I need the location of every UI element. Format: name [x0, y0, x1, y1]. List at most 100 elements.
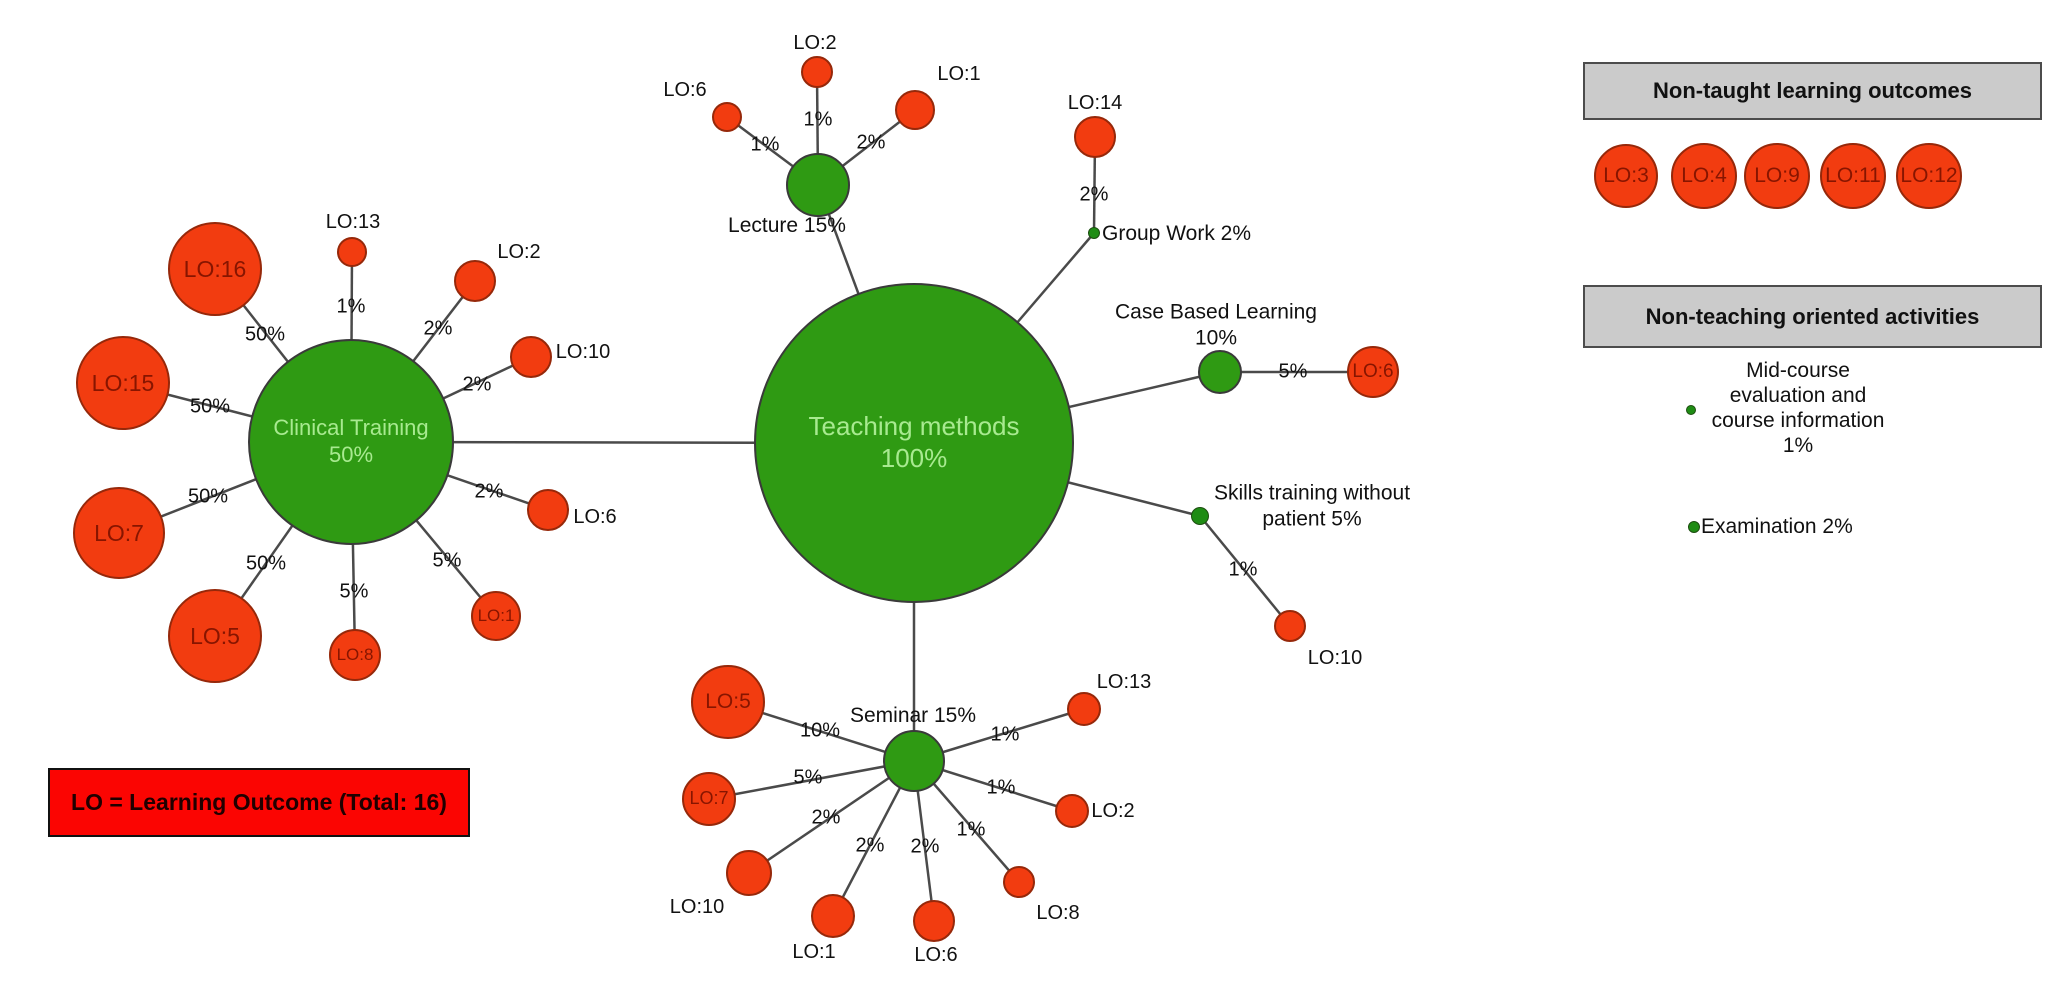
- node-cl-lo13: [337, 237, 367, 267]
- edge-label-seminar-sem-lo1: 2%: [855, 834, 885, 857]
- node-exam-dot: [1688, 521, 1700, 533]
- edge-skills-sk-lo10: [1199, 515, 1291, 627]
- node-cl-lo10: [510, 336, 552, 378]
- edge-label-seminar-sem-lo6: 2%: [910, 835, 940, 858]
- edge-label-seminar-sem-lo10: 2%: [811, 806, 841, 829]
- examination-item-label: Examination 2%: [1701, 515, 1853, 538]
- node-nt-lo4: LO:4: [1671, 143, 1737, 209]
- edge-label-skills-sk-lo10: 1%: [1228, 558, 1258, 581]
- label-lo-6: LO:6: [914, 943, 958, 966]
- edge-label-clinical-cl-lo6: 2%: [474, 480, 504, 503]
- edge-label-seminar-sem-lo2: 1%: [986, 776, 1016, 799]
- node-nt-lo9: LO:9: [1744, 143, 1810, 209]
- node-lec-lo2: [801, 56, 833, 88]
- node-groupwork: [1088, 227, 1100, 239]
- node-sem-lo10: [726, 850, 772, 896]
- lo-definition-text: LO = Learning Outcome (Total: 16): [71, 789, 447, 815]
- node-clinical: Clinical Training 50%: [248, 339, 454, 545]
- edge-label-clinical-cl-lo10: 2%: [462, 373, 492, 396]
- edge-label-seminar-sem-lo13: 1%: [990, 723, 1020, 746]
- edge-label-seminar-sem-lo5: 10%: [799, 719, 841, 742]
- node-cl-lo16: LO:16: [168, 222, 262, 316]
- edge-seminar-sem-lo7: [708, 759, 915, 801]
- label-seminar-15: Seminar 15%: [849, 704, 977, 728]
- node-lec-lo1: [895, 90, 935, 130]
- label-lo-2: LO:2: [793, 31, 837, 54]
- label-lo-14: LO:14: [1067, 91, 1123, 114]
- label-case-based-learning-10: Case Based Learning 10%: [1115, 300, 1317, 349]
- node-nt-lo11: LO:11: [1820, 143, 1886, 209]
- edge-label-seminar-sem-lo8: 1%: [956, 818, 986, 841]
- node-teaching: Teaching methods 100%: [754, 283, 1074, 603]
- label-group-work-2: Group Work 2%: [1102, 222, 1251, 246]
- label-lo-10: LO:10: [669, 895, 725, 918]
- label-lo-10: LO:10: [1307, 646, 1363, 669]
- label-lecture-15: Lecture 15%: [728, 214, 846, 238]
- node-skills: [1191, 507, 1209, 525]
- node-label-nt-lo3: LO:3: [1603, 164, 1649, 188]
- node-cl-lo6: [527, 489, 569, 531]
- lo-definition-legend: LO = Learning Outcome (Total: 16): [48, 768, 470, 837]
- label-lo-6: LO:6: [663, 78, 707, 101]
- edge-label-cbl-cbl-lo6: 5%: [1278, 360, 1308, 383]
- label-lo-1: LO:1: [792, 940, 836, 963]
- node-lec-lo6: [712, 102, 742, 132]
- label-lo-8: LO:8: [1036, 901, 1080, 924]
- edge-label-clinical-cl-lo5: 50%: [245, 552, 287, 575]
- edge-label-clinical-cl-lo7: 50%: [187, 485, 229, 508]
- edge-label-clinical-cl-lo16: 50%: [244, 323, 286, 346]
- mid-course-item-label: Mid-course evaluation and course informa…: [1711, 359, 1885, 457]
- label-lo-2: LO:2: [497, 240, 541, 263]
- node-label-cl-lo7: LO:7: [94, 519, 144, 546]
- node-label-nt-lo11: LO:11: [1825, 164, 1881, 188]
- non-teaching-panel-title: Non-teaching oriented activities: [1645, 303, 1980, 329]
- edge-label-clinical-cl-lo13: 1%: [336, 295, 366, 318]
- edge-label-clinical-cl-lo2: 2%: [423, 317, 453, 340]
- node-sem-lo8: [1003, 866, 1035, 898]
- node-seminar: [883, 730, 945, 792]
- node-sem-lo2: [1055, 794, 1089, 828]
- node-label-cl-lo16: LO:16: [183, 255, 247, 282]
- node-sem-lo13: [1067, 692, 1101, 726]
- node-cl-lo15: LO:15: [76, 336, 170, 430]
- label-lo-1: LO:1: [937, 62, 981, 85]
- node-sem-lo1: [811, 894, 855, 938]
- label-lo-13: LO:13: [1096, 670, 1152, 693]
- node-label-sem-lo7: LO:7: [689, 788, 729, 809]
- node-label-teaching: Teaching methods 100%: [808, 411, 1020, 473]
- edge-seminar-sem-lo10: [748, 759, 915, 875]
- node-nt-lo12: LO:12: [1896, 143, 1962, 209]
- node-cl-lo5: LO:5: [168, 589, 262, 683]
- node-label-sem-lo5: LO:5: [705, 690, 751, 714]
- edge-label-lecture-lec-lo6: 1%: [750, 133, 780, 156]
- node-cl-lo2: [454, 260, 496, 302]
- node-label-nt-lo12: LO:12: [1900, 164, 1958, 188]
- node-label-cl-lo8: LO:8: [336, 644, 374, 664]
- node-cbl-lo6: LO:6: [1347, 346, 1399, 398]
- edge-label-clinical-cl-lo8: 5%: [339, 580, 369, 603]
- label-lo-2: LO:2: [1091, 799, 1135, 822]
- node-cbl: [1198, 350, 1242, 394]
- edge-label-lecture-lec-lo1: 2%: [856, 131, 886, 154]
- label-lo-6: LO:6: [573, 505, 617, 528]
- node-nt-lo3: LO:3: [1594, 144, 1658, 208]
- node-sk-lo10: [1274, 610, 1306, 642]
- node-gw-lo14: [1074, 116, 1116, 158]
- node-cl-lo7: LO:7: [73, 487, 165, 579]
- node-cl-lo1: LO:1: [471, 591, 521, 641]
- label-lo-13: LO:13: [325, 210, 381, 233]
- node-label-cl-lo5: LO:5: [190, 622, 240, 649]
- label-skills-training-without-patient-5: Skills training without patient 5%: [1213, 481, 1411, 530]
- node-cl-lo8: LO:8: [329, 629, 381, 681]
- node-label-clinical: Clinical Training 50%: [273, 415, 429, 467]
- label-lo-10: LO:10: [555, 340, 611, 363]
- node-lecture: [786, 153, 850, 217]
- non-teaching-panel-header: Non-teaching oriented activities: [1583, 285, 2042, 348]
- node-sem-lo6: [913, 900, 955, 942]
- edge-label-clinical-cl-lo15: 50%: [189, 395, 231, 418]
- edge-label-seminar-sem-lo7: 5%: [793, 766, 823, 789]
- node-label-cbl-lo6: LO:6: [1352, 361, 1394, 383]
- node-sem-lo5: LO:5: [691, 665, 765, 739]
- node-midcourse-dot: [1686, 405, 1696, 415]
